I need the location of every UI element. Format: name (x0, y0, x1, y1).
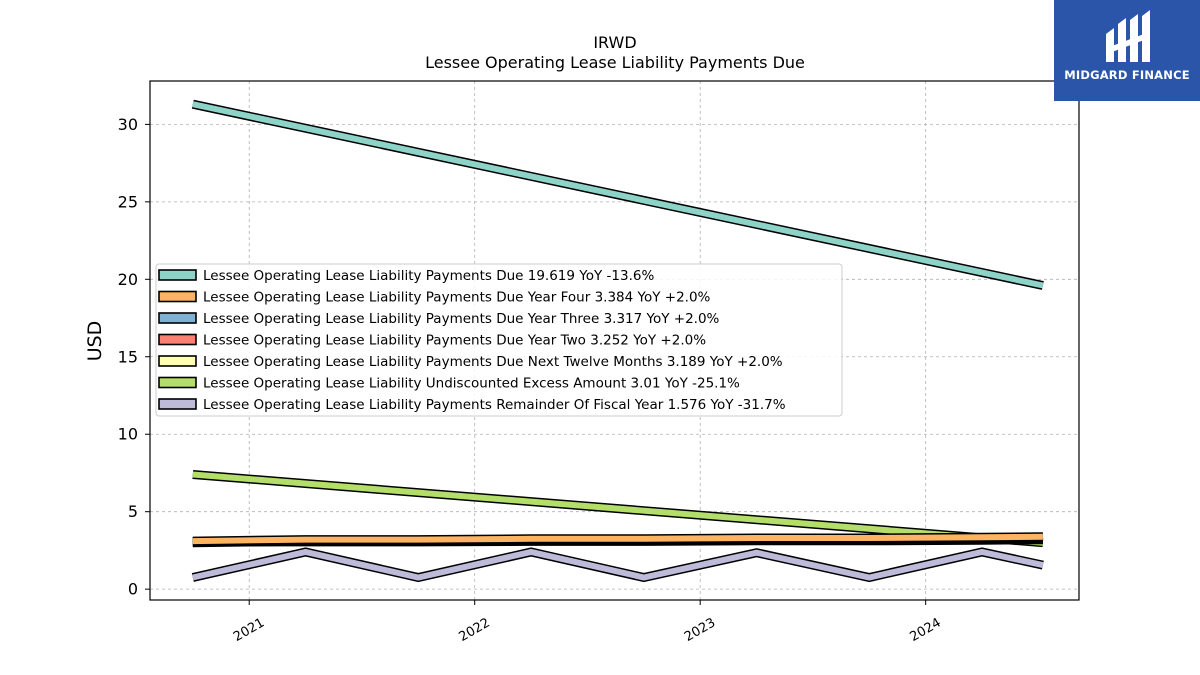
legend-swatch (158, 312, 197, 324)
legend: Lessee Operating Lease Liability Payment… (155, 263, 843, 417)
legend-label: Lessee Operating Lease Liability Payment… (203, 397, 786, 413)
y-tick-label: 15 (118, 347, 138, 366)
legend-box (155, 263, 843, 417)
legend-swatch (158, 290, 197, 303)
legend-swatch (158, 398, 197, 410)
series-line (191, 99, 1044, 290)
legend-item: Lessee Operating Lease Liability Payment… (158, 311, 720, 327)
x-tick-label: 2021 (231, 615, 267, 645)
legend-label: Lessee Operating Lease Liability Undisco… (203, 376, 740, 392)
series-line (191, 547, 1044, 583)
series-line (192, 532, 1043, 546)
legend-label: Lessee Operating Lease Liability Payment… (203, 290, 711, 306)
y-axis: 0 5 10 15 20 25 30 (118, 115, 150, 599)
x-tick-label: 2024 (908, 615, 944, 645)
legend-item: Lessee Operating Lease Liability Payment… (158, 290, 711, 306)
plot-series (191, 99, 1044, 583)
y-tick-label: 10 (118, 425, 138, 444)
y-tick-label: 30 (118, 115, 138, 134)
brand-name: MIDGARD FINANCE (1064, 68, 1190, 82)
chart-title: IRWD (593, 33, 636, 52)
legend-swatch (158, 269, 197, 281)
y-tick-label: 20 (118, 270, 138, 289)
legend-label: Lessee Operating Lease Liability Payment… (203, 354, 783, 370)
brand-logo: MIDGARD FINANCE (1054, 0, 1200, 101)
y-tick-label: 0 (128, 580, 138, 599)
x-tick-label: 2022 (457, 615, 493, 645)
midgard-logo-icon (1054, 0, 1200, 101)
legend-label: Lessee Operating Lease Liability Payment… (203, 311, 720, 327)
x-tick-label: 2023 (682, 615, 718, 645)
plot-frame (149, 80, 1080, 601)
legend-item: Lessee Operating Lease Liability Payment… (158, 333, 706, 349)
legend-item: Lessee Operating Lease Liability Payment… (158, 268, 654, 284)
y-tick-label: 25 (118, 192, 138, 211)
legend-item: Lessee Operating Lease Liability Payment… (158, 397, 786, 413)
series-line (192, 470, 1044, 548)
legend-item: Lessee Operating Lease Liability Payment… (158, 354, 783, 370)
legend-item: Lessee Operating Lease Liability Undisco… (158, 376, 740, 392)
legend-swatch (158, 333, 197, 346)
legend-label: Lessee Operating Lease Liability Payment… (203, 333, 706, 349)
chart-subtitle: Lessee Operating Lease Liability Payment… (425, 53, 805, 72)
y-tick-label: 5 (128, 502, 138, 521)
legend-swatch (158, 376, 197, 389)
legend-swatch (158, 355, 197, 367)
legend-label: Lessee Operating Lease Liability Payment… (203, 268, 654, 284)
y-axis-label: USD (84, 321, 106, 362)
x-axis: 2021 2022 2023 2024 (231, 600, 944, 645)
